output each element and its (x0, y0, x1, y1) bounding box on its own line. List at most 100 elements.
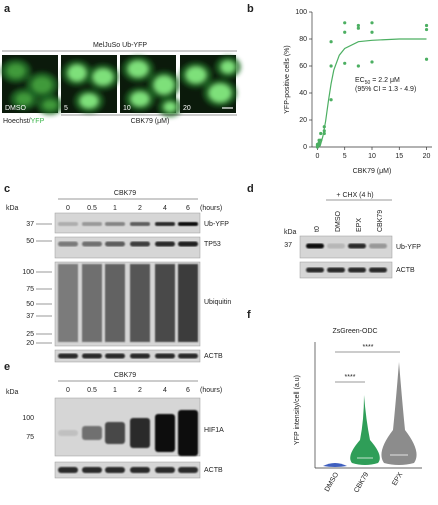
band (178, 410, 198, 456)
point (343, 21, 347, 25)
lane-label: 0.5 (87, 205, 97, 212)
marker: 75 (26, 286, 34, 293)
band (105, 222, 125, 226)
fit-curve (317, 38, 427, 148)
nucleus (68, 65, 86, 81)
western-blot: d + CHX (4 h) t0 DMSO EPX CBK79 kDa 37 Ub-YFP ACT… (247, 183, 421, 279)
band (58, 222, 78, 226)
kda: kDa (6, 205, 19, 212)
band (82, 222, 102, 226)
panel-label: c (4, 183, 10, 195)
nucleus (43, 100, 57, 110)
kda: kDa (284, 229, 297, 236)
blot (54, 397, 201, 457)
kda: kDa (6, 389, 19, 396)
lane-label: 6 (186, 205, 190, 212)
band (105, 467, 125, 473)
band (306, 243, 324, 249)
y-axis-label: YFP intensity/cell (a.u) (294, 375, 301, 445)
smear (58, 264, 78, 342)
band (178, 241, 198, 247)
nucleus (164, 102, 176, 112)
image-label: 20 (183, 105, 191, 112)
band (306, 267, 324, 273)
marker: 37 (26, 221, 34, 228)
unit: (hours) (200, 387, 222, 394)
western-blot: c CBK79 0 0.5 1 2 4 6 (hours) kDa 37 50 100 75 50 37 25 2… (4, 183, 231, 363)
panel-title: MelJuSo Ub-YFP (93, 42, 147, 49)
x-tick-label: 5 (343, 153, 347, 160)
band (105, 422, 125, 444)
band-label: ACTB (204, 467, 223, 474)
western-blot: e CBK79 0 0.5 1 2 4 6 (hours) kDa 100 75 HIF1A ACTB (4, 361, 224, 479)
band (58, 430, 78, 436)
sig-label: **** (345, 374, 356, 381)
panel-label: e (4, 361, 10, 373)
lane-label: 2 (138, 387, 142, 394)
band (155, 353, 175, 359)
point (424, 27, 429, 32)
panel-label: f (247, 309, 251, 321)
band (178, 467, 198, 473)
band-label: ACTB (396, 267, 415, 274)
band (82, 467, 102, 473)
point (370, 21, 374, 25)
nucleus (7, 64, 25, 78)
band (82, 241, 102, 247)
lane-label: EPX (356, 218, 363, 232)
marker: 100 (22, 415, 34, 422)
blot (299, 235, 393, 259)
point (424, 57, 429, 61)
y-tick-label: 0 (303, 144, 307, 151)
lane-label: 0.5 (87, 387, 97, 394)
nucleus (93, 69, 113, 85)
blot (299, 261, 393, 279)
x-axis-label: CBK79 (μM) (353, 168, 392, 175)
y-tick-label: 80 (299, 36, 307, 43)
x-tick-label: DMSO (324, 471, 341, 493)
band (369, 243, 387, 249)
annotation-part: = 2.2 μM (370, 77, 400, 84)
stain-label: Hoechst/YFP (3, 118, 45, 125)
point (329, 64, 333, 68)
marker: 100 (22, 269, 34, 276)
blot (54, 212, 201, 234)
x-tick-label: CBK79 (353, 471, 370, 494)
band (327, 267, 345, 273)
band-label: Ubiquitin (204, 299, 231, 306)
smear (130, 264, 150, 342)
band (348, 267, 366, 273)
blot (54, 261, 201, 347)
cells (62, 60, 119, 113)
smear (155, 264, 175, 342)
nucleus (16, 93, 32, 105)
band (178, 222, 198, 226)
x-tick-label: 10 (368, 153, 376, 160)
annotation: (95% CI = 1.3 - 4.9) (355, 86, 416, 93)
nucleus (80, 94, 98, 108)
band (58, 241, 78, 247)
band-label: HIF1A (204, 427, 224, 434)
point (424, 23, 429, 28)
nucleus (32, 77, 52, 93)
cells (122, 56, 182, 117)
point (319, 131, 323, 136)
lane-label: 1 (113, 387, 117, 394)
blot (54, 236, 201, 259)
axis-label: CBK79 (μM) (131, 118, 170, 125)
nucleus (186, 67, 206, 83)
violin (350, 395, 380, 465)
micrographs: DMSO 5 10 20 (1, 55, 241, 117)
panel-label: b (247, 3, 254, 15)
scatter-plot: b 0 20 40 60 80 100 0 5 10 15 20 CBK79 (μM) YFP-posit… (247, 3, 432, 175)
band (130, 418, 150, 448)
sig-label: **** (363, 344, 374, 351)
treatment: CBK79 (114, 190, 136, 197)
smear (178, 264, 198, 342)
marker: 50 (26, 301, 34, 308)
band-label: ACTB (204, 353, 223, 360)
band (178, 353, 198, 359)
blot (54, 349, 201, 363)
band (327, 243, 345, 249)
